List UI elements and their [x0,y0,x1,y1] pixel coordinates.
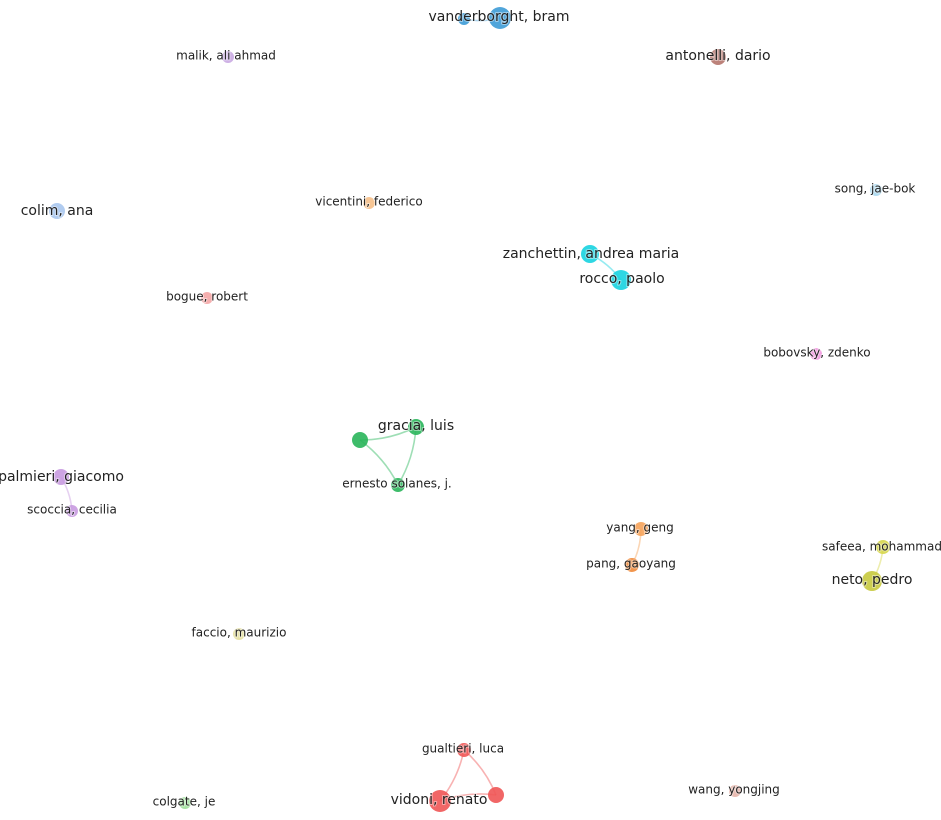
node-label: vanderborght, bram [429,9,570,25]
node-label: faccio, maurizio [192,626,287,640]
edges [60,17,884,802]
node-label: malik, ali ahmad [176,49,276,63]
node [611,270,631,290]
node-label: song, jae-bok [835,182,916,196]
node-label: palmieri, giacomo [0,469,124,485]
node-label: scoccia, cecilia [27,503,117,517]
node [634,522,648,536]
node-label: gualtieri, luca [422,742,504,756]
node [53,469,69,485]
node-label: antonelli, dario [665,48,770,64]
node [729,785,741,797]
node-label: vicentini, federico [315,195,422,209]
node [710,49,726,65]
labels: vanderborght, bram malik, ali ahmad antone… [0,8,941,810]
node-label: neto, pedro [832,572,913,588]
node-label: bobovsky, zdenko [763,346,870,360]
node [66,505,78,517]
node-label: bogue, robert [166,290,248,304]
node [625,558,639,572]
node [429,790,451,812]
node [179,797,191,809]
node [457,743,471,757]
node-label: ernesto solanes, j. [342,477,452,491]
node [488,787,504,803]
node [233,628,245,640]
node [810,348,822,360]
node-label: wang, yongjing [688,783,780,797]
nodes [49,7,890,812]
edge [463,749,497,796]
node [489,7,511,29]
node-label: gracia, luis [378,418,454,434]
node-label: vidoni, renato [391,792,488,808]
node [49,203,65,219]
node [870,184,882,196]
node [408,419,424,435]
node-label: pang, gaoyang [586,557,676,571]
node [201,292,213,304]
node-label: zanchettin, andrea maria [503,246,680,262]
node [222,51,234,63]
node [458,13,470,25]
node [581,245,599,263]
node [876,540,890,554]
node [363,197,375,209]
node [352,432,368,448]
node-label: yang, geng [606,521,674,535]
node-label: colgate, je [153,795,216,809]
node-label: colim, ana [21,203,94,219]
node [862,571,882,591]
node-label: rocco, paolo [579,271,664,287]
node [391,478,405,492]
node-label: safeea, mohammad [822,540,941,554]
